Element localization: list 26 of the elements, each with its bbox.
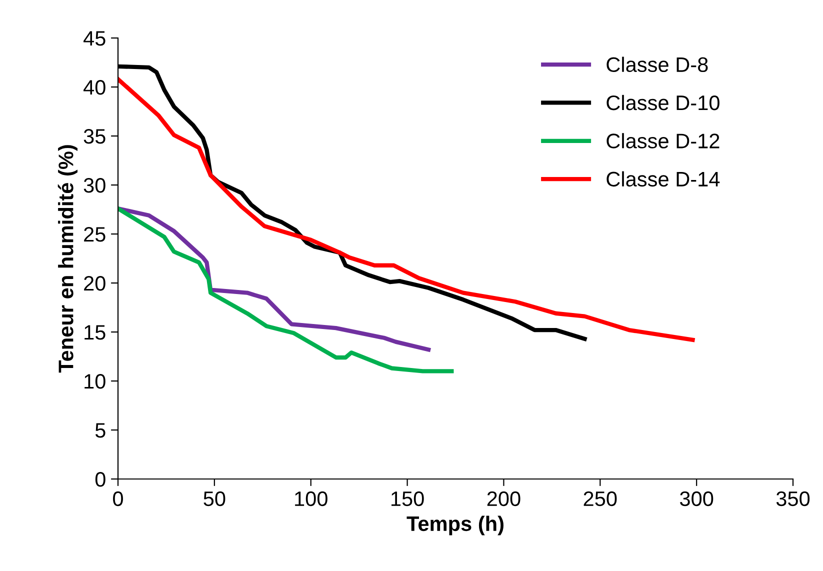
y-tick-label: 5 bbox=[95, 423, 106, 438]
x-tick-label: 250 bbox=[584, 491, 617, 506]
x-tick-label: 0 bbox=[113, 491, 123, 506]
y-tick-label: 20 bbox=[84, 276, 106, 291]
y-axis-title: Teneur en humidité (%) bbox=[58, 145, 78, 373]
y-tick-label: 0 bbox=[95, 472, 106, 487]
x-tick-label: 150 bbox=[391, 491, 424, 506]
x-tick-label: 200 bbox=[487, 491, 520, 506]
line-series bbox=[118, 206, 431, 352]
y-tick-label: 45 bbox=[84, 31, 106, 46]
line-series bbox=[118, 206, 454, 374]
legend-label: Classe D-14 bbox=[606, 171, 720, 187]
y-tick-label: 15 bbox=[84, 325, 106, 340]
legend-label: Classe D-8 bbox=[606, 56, 708, 72]
x-tick-label: 50 bbox=[204, 491, 226, 506]
y-tick-label: 35 bbox=[84, 129, 106, 144]
y-tick-label: 30 bbox=[84, 178, 106, 193]
x-tick-label: 300 bbox=[680, 491, 714, 506]
y-tick-label: 25 bbox=[84, 227, 106, 242]
x-tick-label: 100 bbox=[295, 491, 328, 506]
x-tick-label: 350 bbox=[776, 491, 810, 506]
x-axis-title: Temps (h) bbox=[406, 516, 504, 536]
y-tick-label: 10 bbox=[84, 374, 106, 389]
legend-label: Classe D-10 bbox=[606, 94, 720, 110]
y-tick-label: 40 bbox=[84, 80, 106, 95]
legend-label: Classe D-12 bbox=[606, 133, 720, 148]
